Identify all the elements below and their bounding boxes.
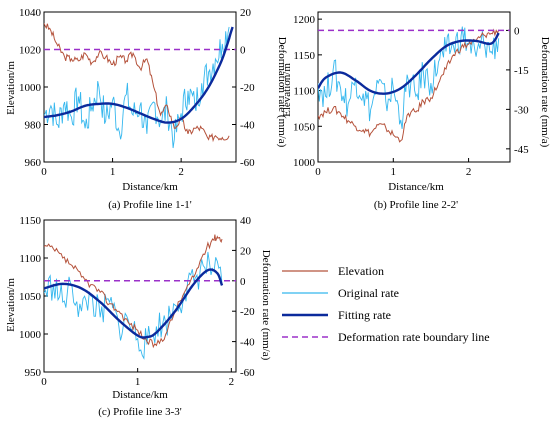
legend-label-original-rate: Original rate bbox=[338, 286, 399, 300]
elevation-line-b bbox=[318, 28, 500, 143]
ytick-left-label-b: 1100 bbox=[293, 86, 315, 98]
panel-b: 0 1 2 1000 1050 1100 1150 1200 -45 -30 -15 0 Elevat… bbox=[281, 11, 550, 211]
original-rate-line-c bbox=[44, 251, 223, 360]
fitting-rate-line-b bbox=[318, 32, 500, 95]
ylabel-left-c: Elevation/m bbox=[5, 278, 17, 332]
legend-item-original-rate: Original rate bbox=[282, 286, 399, 300]
legend-item-fitting-rate: Fitting rate bbox=[282, 308, 391, 322]
ytick-right-label-a: 20 bbox=[240, 7, 252, 19]
panel-a: 0 1 2 960 980 1000 1020 1040 -60 -40 -20 0 20 Elevat… bbox=[5, 7, 288, 211]
legend-label-fitting-rate: Fitting rate bbox=[338, 308, 391, 322]
ylabel-right-c: Deformation rate (mm/a) bbox=[260, 250, 272, 361]
ylabel-left-b: Elevation/m bbox=[281, 63, 293, 117]
ytick-left-label-c: 1150 bbox=[19, 215, 41, 227]
ytick-left-label-b: 1200 bbox=[293, 14, 316, 26]
ytick-right-label-a: -20 bbox=[240, 82, 255, 94]
ytick-right-label-c: -60 bbox=[240, 367, 255, 379]
ytick-left-label-a: 1020 bbox=[19, 45, 42, 57]
ytick-left-label-b: 1050 bbox=[293, 121, 316, 133]
xlabel-b: Distance/km bbox=[388, 181, 444, 193]
plot-area-a: 0 1 2 960 980 1000 1020 1040 -60 -40 -20 0 20 bbox=[19, 7, 255, 178]
ytick-left-label-a: 960 bbox=[25, 157, 42, 169]
ylabel-right-a: Deformation rate (mm/a) bbox=[276, 37, 288, 148]
series-group-a bbox=[44, 23, 236, 149]
xtick-label-c: 2 bbox=[229, 376, 235, 388]
caption-a: (a) Profile line 1-1' bbox=[108, 199, 192, 211]
ytick-left-label-c: 1000 bbox=[19, 329, 42, 341]
ytick-left-label-c: 1100 bbox=[19, 253, 41, 265]
ytick-left-label-c: 1050 bbox=[19, 291, 42, 303]
elevation-line-c bbox=[44, 234, 223, 349]
ytick-right-label-b: 0 bbox=[514, 25, 520, 37]
ytick-right-label-c: -20 bbox=[240, 306, 255, 318]
elevation-line-a bbox=[44, 23, 230, 143]
xtick-label-c: 1 bbox=[135, 376, 141, 388]
ylabel-right-b: Deformation rate (mm/a) bbox=[539, 37, 550, 148]
original-rate-line-a bbox=[44, 26, 230, 149]
plot-area-c: 0 1 2 950 1000 1050 1100 1150 -60 -40 -20 0 20 40 bbox=[19, 215, 255, 388]
xtick-label-a: 0 bbox=[41, 166, 47, 178]
ytick-left-label-c: 950 bbox=[25, 367, 42, 379]
ytick-right-label-c: 0 bbox=[240, 276, 246, 288]
ytick-right-label-a: -60 bbox=[240, 157, 255, 169]
ylabel-left-a: Elevation/m bbox=[5, 61, 17, 115]
caption-c: (c) Profile line 3-3' bbox=[98, 406, 182, 418]
fitting-rate-line-a bbox=[44, 26, 234, 124]
ytick-right-label-c: 40 bbox=[240, 215, 252, 227]
xtick-label-b: 2 bbox=[466, 166, 472, 178]
legend-item-elevation: Elevation bbox=[282, 264, 384, 278]
ytick-left-label-b: 1000 bbox=[293, 157, 316, 169]
ytick-left-label-a: 1000 bbox=[19, 82, 42, 94]
caption-b: (b) Profile line 2-2' bbox=[374, 199, 458, 211]
ytick-right-label-b: -15 bbox=[514, 65, 529, 77]
xtick-label-b: 0 bbox=[315, 166, 321, 178]
fitting-rate-line-c bbox=[44, 268, 224, 339]
ytick-left-label-b: 1150 bbox=[293, 50, 315, 62]
ytick-left-label-a: 1040 bbox=[19, 7, 42, 19]
xtick-label-b: 1 bbox=[391, 166, 397, 178]
xtick-label-a: 2 bbox=[178, 166, 184, 178]
xtick-label-a: 1 bbox=[110, 166, 116, 178]
ytick-right-label-c: -40 bbox=[240, 337, 255, 349]
ytick-left-label-a: 980 bbox=[25, 120, 42, 132]
ytick-right-label-c: 20 bbox=[240, 245, 252, 257]
ytick-right-label-a: -40 bbox=[240, 120, 255, 132]
ytick-right-label-b: -45 bbox=[514, 144, 529, 156]
legend-label-elevation: Elevation bbox=[338, 264, 384, 278]
xlabel-c: Distance/km bbox=[112, 389, 168, 401]
panel-c: 0 1 2 950 1000 1050 1100 1150 -60 -40 -20 0 20 40 Ele… bbox=[5, 215, 272, 418]
series-group-c bbox=[44, 234, 236, 360]
plot-area-b: 0 1 2 1000 1050 1100 1150 1200 -45 -30 -15 0 bbox=[293, 11, 529, 178]
xlabel-a: Distance/km bbox=[122, 181, 178, 193]
legend: Elevation Original rate Fitting rate Def… bbox=[282, 264, 490, 344]
ytick-right-label-a: 0 bbox=[240, 45, 246, 57]
xtick-label-c: 0 bbox=[41, 376, 47, 388]
legend-label-boundary: Deformation rate boundary line bbox=[338, 330, 490, 344]
ytick-right-label-b: -30 bbox=[514, 104, 529, 116]
legend-item-boundary: Deformation rate boundary line bbox=[282, 330, 490, 344]
series-group-b bbox=[318, 26, 510, 143]
